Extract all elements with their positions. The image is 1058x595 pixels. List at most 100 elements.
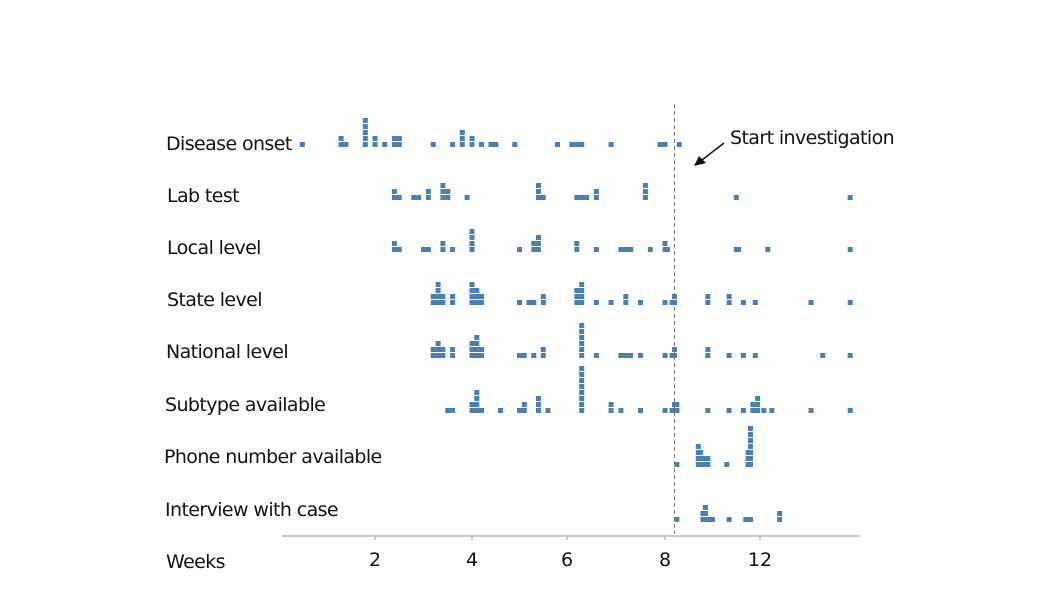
data-square [469, 294, 475, 299]
data-square [531, 353, 537, 358]
data-square [638, 408, 643, 413]
data-square [362, 118, 368, 123]
data-square [435, 347, 441, 352]
data-square [474, 341, 480, 346]
data-square [536, 235, 541, 240]
data-square [479, 353, 484, 358]
data-square [536, 241, 541, 246]
data-square [726, 408, 732, 413]
data-square [579, 329, 585, 334]
data-square [474, 294, 480, 299]
data-square [579, 372, 585, 377]
data-square [469, 241, 475, 246]
data-square [469, 136, 475, 141]
x-tick-label: 2 [369, 549, 381, 571]
data-square [769, 408, 775, 413]
data-square [726, 300, 732, 305]
data-square [440, 347, 446, 352]
data-square [498, 408, 503, 413]
data-square [574, 294, 580, 299]
data-square [579, 335, 585, 340]
data-square [536, 183, 541, 188]
x-axis-ticks: 2 4 6 8 12 [369, 536, 772, 571]
data-square [705, 294, 711, 299]
data-square [362, 130, 368, 135]
data-square [382, 142, 388, 147]
data-square [445, 195, 451, 200]
data-square [469, 247, 475, 252]
data-square [459, 142, 465, 147]
data-square [469, 353, 475, 358]
data-square [425, 189, 431, 194]
data-square [474, 402, 480, 407]
data-square [299, 142, 305, 147]
data-square [700, 462, 706, 467]
data-square [536, 195, 541, 200]
data-square [430, 300, 436, 305]
data-square [435, 282, 441, 287]
data-square [479, 300, 484, 305]
x-tick-label: 6 [561, 549, 573, 571]
data-square [435, 300, 441, 305]
data-square [531, 300, 537, 305]
data-square [674, 462, 680, 467]
data-square [391, 195, 397, 200]
data-square [698, 450, 704, 455]
row-label: Disease onset [166, 133, 292, 155]
data-square [450, 347, 456, 352]
data-square [521, 408, 527, 413]
data-square [440, 195, 446, 200]
data-square [579, 300, 585, 305]
data-square [628, 353, 634, 358]
data-square [531, 247, 537, 252]
row-label: Phone number available [164, 446, 382, 468]
data-square [540, 195, 546, 200]
data-square [726, 517, 732, 522]
data-square [705, 408, 711, 413]
data-square [479, 347, 484, 352]
data-square [748, 462, 753, 467]
data-square [733, 195, 739, 200]
data-square [469, 300, 475, 305]
data-square [765, 247, 771, 252]
data-square [416, 195, 422, 200]
data-square [662, 241, 668, 246]
data-square [396, 247, 402, 252]
data-square [569, 142, 575, 147]
data-square [338, 136, 344, 141]
data-square [579, 353, 585, 358]
data-square [391, 241, 397, 246]
data-square [474, 396, 480, 401]
data-square [479, 408, 484, 413]
start-investigation-arrow [701, 142, 725, 161]
data-square [647, 247, 653, 252]
data-square [574, 195, 580, 200]
data-square [748, 450, 753, 455]
data-square [536, 247, 541, 252]
data-square [540, 300, 546, 305]
data-square [750, 408, 756, 413]
data-square [743, 517, 749, 522]
data-marks [299, 118, 853, 522]
row-label: National level [166, 341, 288, 363]
data-square [372, 136, 378, 141]
data-square [555, 142, 560, 147]
data-square [642, 195, 648, 200]
data-square [618, 247, 624, 252]
data-square [517, 247, 522, 252]
data-square [755, 396, 761, 401]
data-square [847, 353, 853, 358]
data-square [493, 142, 499, 147]
data-square [372, 142, 378, 147]
data-square [820, 353, 826, 358]
data-square [748, 456, 753, 461]
data-square [430, 347, 436, 352]
data-square [411, 195, 417, 200]
data-square [664, 247, 670, 252]
data-square [430, 142, 436, 147]
data-square [579, 341, 585, 346]
data-square [674, 517, 680, 522]
data-square [450, 353, 456, 358]
data-square [579, 282, 585, 287]
data-square [445, 189, 451, 194]
